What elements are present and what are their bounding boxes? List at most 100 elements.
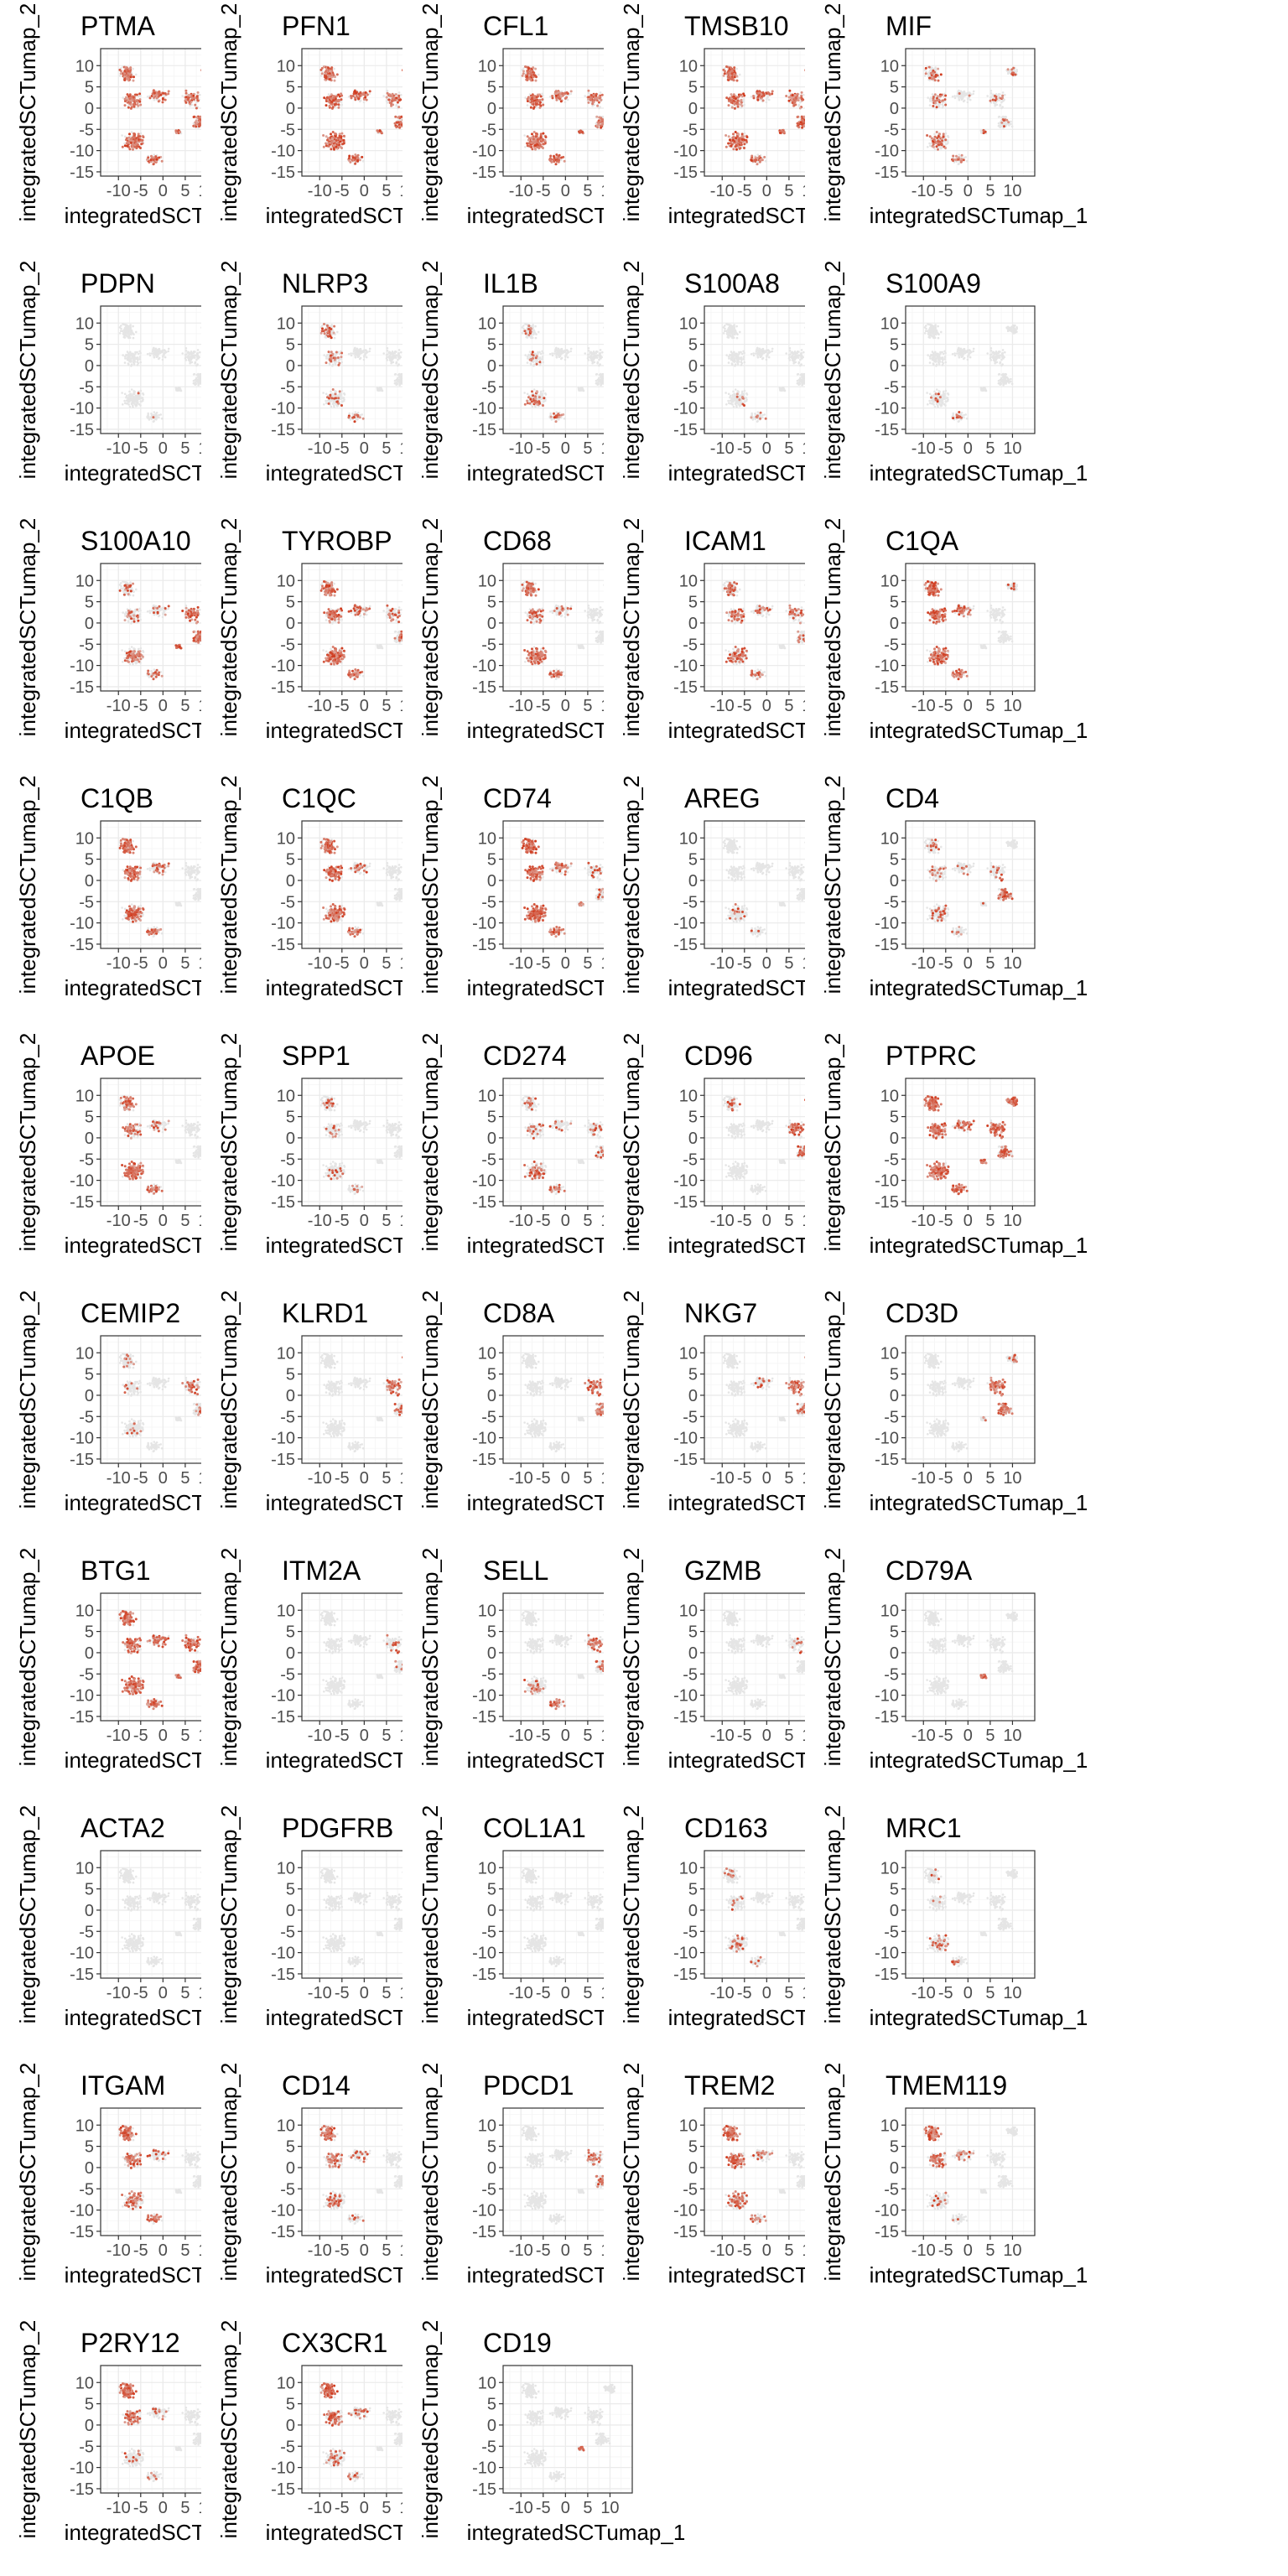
- cell-point: [410, 325, 413, 327]
- cell-point: [934, 136, 937, 138]
- y-tick-label: 10: [277, 314, 295, 333]
- cell-point: [549, 353, 552, 356]
- cell-point: [139, 356, 142, 358]
- cell-point: [146, 158, 148, 161]
- cell-point: [152, 351, 154, 353]
- cell-point: [202, 328, 205, 330]
- y-tick-label: -10: [875, 143, 899, 161]
- cell-point: [765, 160, 767, 163]
- cell-point: [123, 330, 126, 332]
- cell-point: [409, 70, 412, 72]
- cell-point: [134, 94, 137, 96]
- cell-point: [727, 75, 730, 78]
- cell-point: [532, 365, 535, 367]
- x-tick-label: 10: [600, 182, 619, 200]
- cell-point: [128, 394, 131, 397]
- cell-point: [735, 140, 738, 143]
- cell-point: [204, 69, 206, 71]
- cell-point: [808, 71, 810, 74]
- cell-point: [184, 90, 187, 92]
- cell-point: [194, 104, 196, 106]
- cell-point: [158, 414, 160, 417]
- cell-point: [325, 357, 328, 360]
- cell-point: [566, 91, 569, 94]
- cell-point: [395, 93, 397, 96]
- x-tick-label: -5: [737, 182, 752, 200]
- cell-point: [162, 356, 164, 358]
- cell-point: [963, 158, 965, 161]
- cell-point: [936, 145, 938, 148]
- cell-point: [730, 145, 732, 148]
- cell-point: [332, 131, 335, 133]
- cell-point: [522, 72, 525, 75]
- cell-point: [612, 74, 615, 76]
- cell-point: [605, 122, 607, 125]
- cell-point: [200, 326, 203, 329]
- x-tick-label: -10: [308, 182, 332, 200]
- cell-point: [610, 70, 613, 73]
- cell-point: [531, 132, 533, 135]
- cell-point: [928, 66, 931, 69]
- cell-point: [592, 94, 595, 96]
- x-tick-label: -10: [509, 182, 533, 200]
- cell-point: [807, 71, 809, 74]
- cell-point: [813, 67, 815, 70]
- cell-point: [204, 329, 206, 331]
- cell-point: [610, 73, 613, 75]
- cell-point: [408, 329, 410, 331]
- cell-point: [610, 67, 612, 70]
- cell-point: [739, 74, 741, 76]
- cell-point: [180, 390, 183, 392]
- cell-point: [340, 101, 343, 103]
- cell-point: [569, 93, 572, 96]
- cell-point: [736, 80, 739, 82]
- cell-point: [340, 404, 343, 407]
- cell-point: [127, 137, 130, 139]
- cell-point: [337, 397, 340, 399]
- x-axis-title: integratedSCTumap_1: [266, 203, 485, 228]
- cell-point: [136, 103, 138, 106]
- cell-point: [937, 148, 939, 151]
- cell-point: [162, 101, 164, 103]
- x-tick-label: -10: [106, 182, 131, 200]
- cell-point: [124, 336, 127, 339]
- cell-point: [608, 72, 610, 75]
- cell-point: [203, 70, 205, 72]
- cell-point: [725, 146, 728, 148]
- cell-point: [801, 127, 803, 129]
- cell-point: [354, 163, 356, 165]
- cell-point: [609, 69, 611, 71]
- cell-point: [323, 146, 325, 148]
- cell-point: [608, 326, 610, 329]
- cell-point: [206, 326, 209, 329]
- cell-point: [412, 73, 414, 75]
- cell-point: [129, 66, 132, 69]
- cell-point: [320, 75, 323, 77]
- cell-point: [364, 354, 366, 356]
- cell-point: [153, 163, 155, 165]
- cell-point: [122, 403, 124, 406]
- cell-point: [328, 75, 330, 77]
- cell-point: [596, 105, 599, 107]
- cell-point: [389, 351, 392, 354]
- cell-point: [408, 330, 411, 332]
- cell-point: [730, 96, 732, 99]
- cell-point: [544, 139, 547, 142]
- cell-point: [564, 359, 567, 361]
- cell-point: [354, 413, 356, 416]
- cell-point: [330, 148, 332, 150]
- cell-point: [335, 393, 337, 396]
- cell-point: [406, 378, 408, 381]
- cell-point: [369, 348, 371, 351]
- cell-point: [986, 95, 989, 97]
- cell-point: [999, 116, 1001, 118]
- cell-point: [206, 71, 209, 74]
- cell-point: [340, 352, 343, 355]
- cell-point: [209, 75, 211, 77]
- cell-point: [600, 91, 602, 94]
- cell-point: [555, 99, 558, 101]
- cell-point: [325, 144, 328, 147]
- cell-point: [202, 380, 205, 382]
- y-tick-label: 5: [286, 79, 295, 97]
- cell-point: [336, 331, 339, 334]
